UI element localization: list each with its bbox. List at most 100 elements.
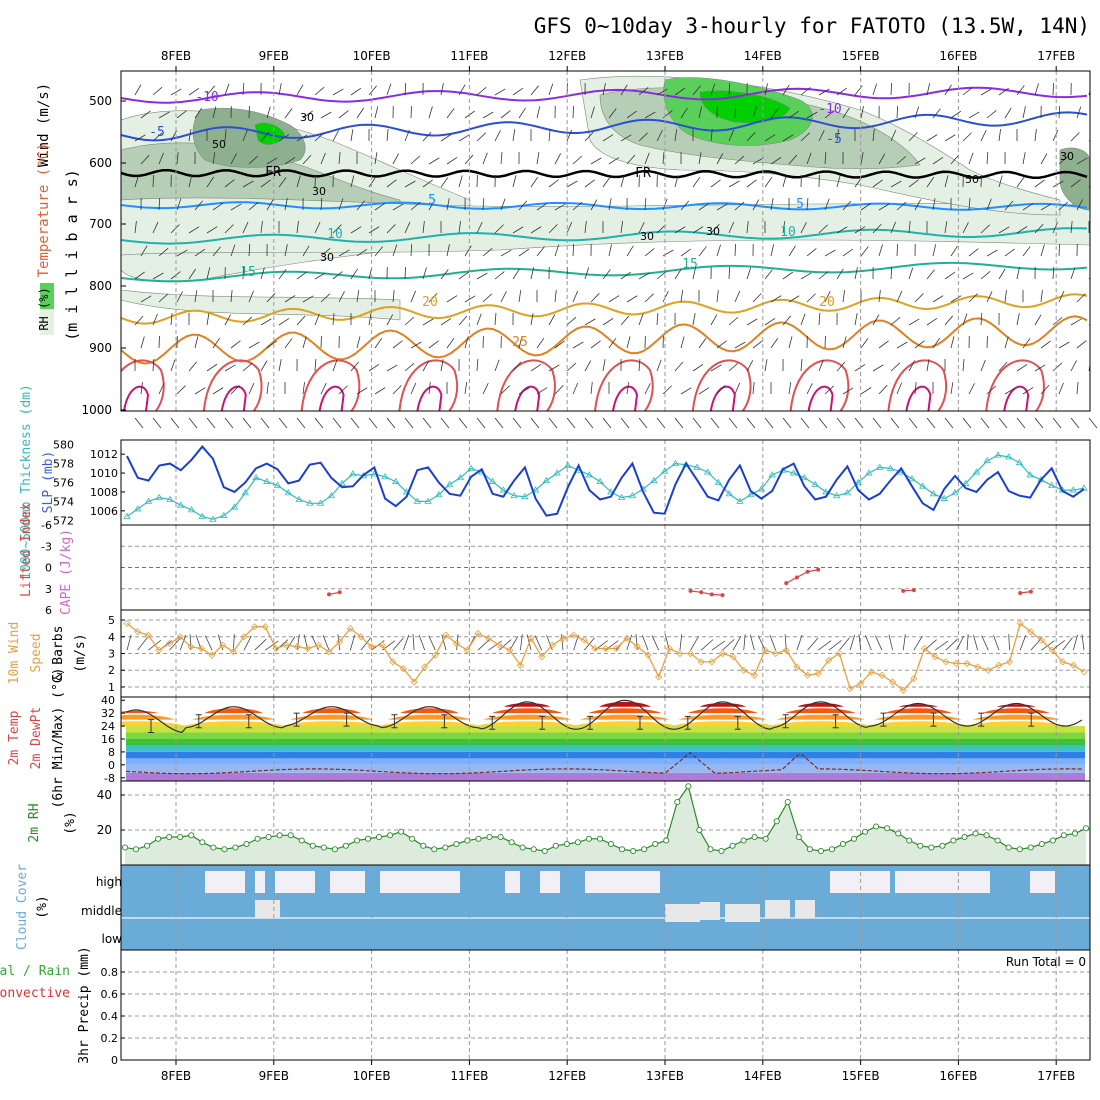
wind-barb bbox=[494, 224, 504, 234]
rh-label: 50 bbox=[212, 138, 226, 151]
wind10-speed-point bbox=[357, 633, 365, 641]
wind-barb bbox=[548, 364, 560, 372]
wind10-ylabel-unit: (m/s) bbox=[73, 633, 88, 672]
wind10-speed-point bbox=[155, 646, 163, 654]
isotherm-label: FR bbox=[265, 165, 281, 180]
isotherm-label: -5 bbox=[826, 132, 842, 147]
wind-barb bbox=[590, 382, 593, 395]
wind-barb bbox=[374, 106, 379, 119]
wind10-speed-point bbox=[729, 653, 737, 661]
bottom-date-label: 13FEB bbox=[646, 1069, 684, 1083]
wind-barb bbox=[944, 315, 954, 326]
wind-barb bbox=[806, 383, 813, 395]
wind-barb bbox=[914, 293, 924, 303]
wind-barb bbox=[266, 106, 271, 119]
wind10-barb bbox=[126, 634, 132, 651]
thickness-point bbox=[424, 497, 432, 504]
wind-barb bbox=[1040, 384, 1050, 395]
wind-barb bbox=[836, 361, 846, 372]
temp-hump-band bbox=[482, 714, 572, 720]
wind-barb bbox=[530, 364, 542, 372]
wind-barb bbox=[710, 179, 721, 188]
surface-barb bbox=[332, 417, 342, 429]
wind-barb bbox=[386, 179, 397, 188]
isotherm-label: 10 bbox=[327, 227, 343, 242]
wind10-speed-point bbox=[229, 648, 237, 656]
temp-ylabel-3: (6hr Min/Max) (°C) bbox=[51, 668, 66, 809]
wind-barb bbox=[662, 385, 672, 395]
wind-barb bbox=[626, 110, 637, 119]
wind10-speed-point bbox=[314, 641, 322, 649]
rh2m-point bbox=[950, 837, 957, 844]
wind10-speed-point bbox=[463, 646, 471, 654]
wind-barb bbox=[422, 179, 433, 188]
wind-barb bbox=[356, 200, 365, 211]
wind-barb bbox=[158, 382, 165, 395]
wind-barb bbox=[224, 224, 234, 234]
precip-tick-label: 0 bbox=[111, 1054, 118, 1067]
wind-barb bbox=[356, 290, 360, 303]
wind-barb bbox=[908, 360, 916, 372]
wind-barb bbox=[1052, 82, 1054, 96]
level-label: 600 bbox=[89, 156, 112, 170]
wind-barb bbox=[314, 86, 325, 96]
cloud-cover-panel: high middle low bbox=[81, 864, 1091, 951]
wind10-barb bbox=[498, 639, 512, 651]
rh2m-point bbox=[1038, 840, 1045, 848]
wind10-barb bbox=[875, 635, 883, 651]
wind-barb bbox=[554, 153, 562, 165]
rh2m-line bbox=[124, 784, 1087, 852]
wind-barb bbox=[500, 110, 511, 119]
rh2m-point bbox=[144, 842, 151, 849]
rh2m-point bbox=[254, 835, 261, 842]
wind-barb bbox=[284, 198, 288, 211]
rh2m-point bbox=[663, 837, 670, 844]
wind-barb bbox=[710, 314, 718, 326]
wind-barb bbox=[986, 290, 993, 303]
wind-barb bbox=[224, 129, 227, 142]
wind-barb bbox=[692, 313, 696, 326]
wind-barb bbox=[782, 315, 792, 326]
wind-barb bbox=[980, 130, 987, 142]
surface-barb bbox=[764, 417, 774, 429]
wind-barb bbox=[1034, 83, 1039, 96]
wind-barb bbox=[962, 87, 973, 96]
rh2m-point bbox=[596, 835, 604, 842]
slp-thickness-panel: 580 578 576 574 572 1012 1010 1008 1006 bbox=[53, 439, 1091, 527]
isotherm-label: 25 bbox=[512, 335, 528, 350]
wind10-speed-point bbox=[421, 663, 429, 671]
wind-barb bbox=[1022, 152, 1026, 165]
wind-barb bbox=[1040, 153, 1048, 165]
wind-barb bbox=[374, 387, 386, 395]
rh2m-point bbox=[619, 846, 626, 853]
cloud-high-gap bbox=[1030, 871, 1055, 893]
wind-barb bbox=[482, 248, 493, 257]
wind10-speed-point bbox=[293, 643, 301, 651]
thickness-point bbox=[198, 512, 206, 519]
wind-barb bbox=[1095, 244, 1098, 256]
wind-barb bbox=[548, 224, 558, 234]
cloud-high-gap bbox=[205, 871, 245, 893]
temp-hump-band bbox=[866, 721, 970, 727]
wind-barb bbox=[422, 221, 425, 234]
wind-barb bbox=[158, 152, 164, 165]
wind-barb bbox=[368, 363, 380, 372]
wind-barb bbox=[878, 290, 881, 303]
wind-barb bbox=[1034, 314, 1042, 326]
wind-barb bbox=[806, 152, 812, 165]
y-axis-labels: Wind (m/s)Temperature (°C) (m i l l i b a… bbox=[0, 83, 92, 1064]
thickness-point bbox=[650, 476, 658, 484]
isotherm-35-loop bbox=[709, 385, 736, 411]
wind10-speed-point bbox=[538, 653, 546, 661]
wind-barb bbox=[1076, 199, 1084, 211]
rh2m-point bbox=[983, 832, 990, 839]
thickness-point bbox=[972, 468, 981, 475]
wind10-barb bbox=[849, 634, 856, 651]
wind-barb bbox=[986, 152, 989, 165]
rh2m-point bbox=[696, 826, 703, 834]
rh2m-point bbox=[364, 835, 372, 842]
wind-barb bbox=[152, 313, 158, 326]
wind10-barb bbox=[913, 636, 923, 651]
temp-hump-band bbox=[964, 721, 1068, 727]
rh2m-point bbox=[409, 835, 416, 842]
